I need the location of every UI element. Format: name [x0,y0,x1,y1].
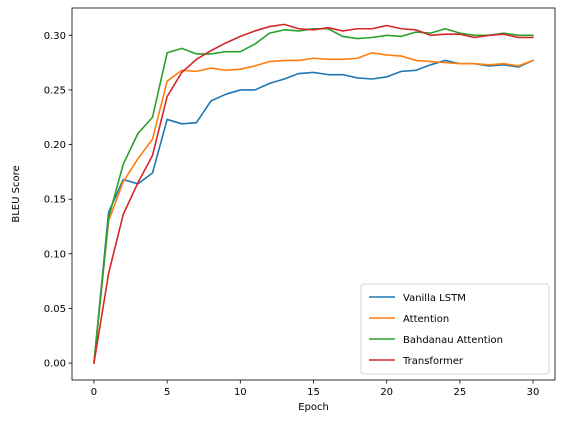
x-tick-label: 20 [380,387,393,398]
x-axis: 0 5 10 15 20 25 30 [91,380,540,398]
y-tick-label: 0.10 [44,249,66,260]
y-axis-label: BLEU Score [11,165,22,222]
series-line-1 [93,51,534,364]
x-tick-label: 5 [164,387,170,398]
x-tick-label: 0 [91,387,97,398]
y-axis: 0.00 0.05 0.10 0.15 0.20 0.25 0.30 [44,31,72,370]
series-line-2 [93,27,534,364]
legend-entry-label: Attention [403,314,449,325]
legend-box [360,283,550,375]
y-tick-label: 0.15 [44,195,66,206]
legend-entry-label: Vanilla LSTM [403,293,466,304]
legend-entry-label: Bahdanau Attention [403,335,503,346]
y-tick-label: 0.25 [44,85,66,96]
x-tick-label: 15 [307,387,320,398]
y-tick-label: 0.00 [44,359,66,370]
y-tick-label: 0.20 [44,140,66,151]
x-tick-label: 30 [527,387,540,398]
x-tick-label: 10 [234,387,247,398]
x-tick-label: 25 [453,387,466,398]
y-tick-label: 0.05 [44,304,66,315]
series-layer [93,23,534,364]
legend: Vanilla LSTM Attention Bahdanau Attention T… [360,283,550,375]
series-line-3 [93,23,534,364]
x-axis-label: Epoch [298,402,329,413]
y-tick-label: 0.30 [44,31,66,42]
legend-entry-label: Transformer [402,356,464,367]
